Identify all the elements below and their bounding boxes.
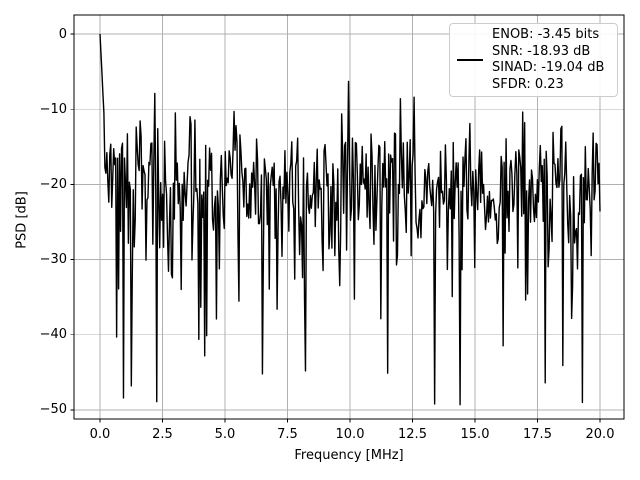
legend-entry-snr: SNR: -18.93 dB — [492, 43, 591, 59]
y-tick-label: −40 — [39, 327, 67, 343]
y-tick-label: −30 — [39, 252, 67, 268]
x-tick-label: 7.5 — [277, 427, 298, 442]
x-tick-label: 17.5 — [523, 427, 552, 442]
axes-spines — [73, 14, 625, 420]
psd-trace — [99, 33, 601, 406]
legend-entry-sfdr: SFDR: 0.23 — [492, 76, 564, 92]
x-tick-label: 20.0 — [585, 427, 615, 442]
y-tick-label: −20 — [39, 176, 67, 192]
y-axis-label: PSD [dB] — [14, 191, 30, 249]
x-tick-label: 2.5 — [152, 427, 173, 442]
legend-entry-sinad: SINAD: -19.04 dB — [492, 60, 605, 75]
legend-line-sample-icon — [457, 59, 483, 61]
y-tick-label: 0 — [58, 26, 67, 42]
x-tick-label: 5.0 — [214, 427, 236, 442]
x-tick-label: 10.0 — [335, 427, 365, 442]
y-tick-label: −10 — [39, 101, 67, 117]
x-tick-label: 12.5 — [398, 427, 427, 442]
x-tick-label: 15.0 — [460, 427, 490, 442]
x-tick-label: 0.0 — [89, 427, 111, 442]
y-tick-label: −50 — [39, 402, 67, 418]
legend-entry-enob: ENOB: -3.45 bits — [492, 27, 600, 42]
legend: ENOB: -3.45 bits SNR: -18.93 dB SINAD: -… — [449, 23, 618, 97]
x-axis-label: Frequency [MHz] — [294, 448, 404, 463]
legend-text-block: ENOB: -3.45 bits SNR: -18.93 dB SINAD: -… — [492, 27, 611, 93]
